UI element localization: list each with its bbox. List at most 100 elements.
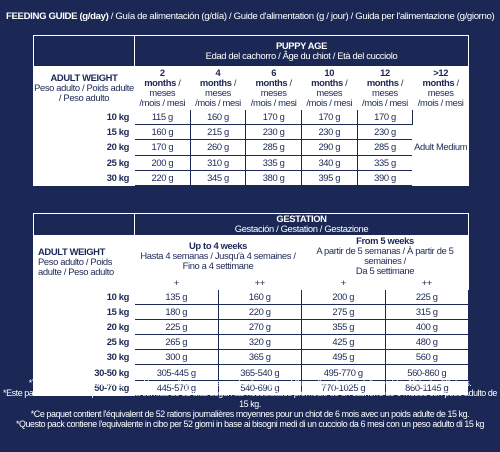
heading-subtitle: Gestación / Gestation / Gestazione xyxy=(234,223,369,234)
value-cell: 380 g xyxy=(245,169,302,186)
value-cell: 860-1145 g xyxy=(384,379,469,396)
weight-title: ADULT WEIGHT xyxy=(38,246,105,257)
corner xyxy=(33,35,135,67)
unit-line2: /mois / mesi xyxy=(195,97,241,108)
heading: PUPPY AGE Edad del cachorro / Âge du chio… xyxy=(134,35,469,67)
weight-label: 30 kg xyxy=(33,169,135,186)
value-cell: 285 g xyxy=(356,139,414,156)
level-header: + xyxy=(301,275,386,290)
value-cell: 270 g xyxy=(217,318,302,336)
age: 4 xyxy=(215,67,221,78)
weight-label: 15 kg xyxy=(33,303,135,320)
value-cell: 770-1025 g xyxy=(301,379,386,396)
value-cell: 170 g xyxy=(300,108,358,126)
footnote: *Este pack contiene el equivalente a la … xyxy=(3,388,497,409)
value-cell: 160 g xyxy=(217,288,302,305)
value-cell: 445-570 g xyxy=(134,379,219,396)
value-cell: 260 g xyxy=(189,139,247,156)
value-cell: 290 g xyxy=(300,139,358,156)
level-header: + xyxy=(134,275,219,290)
value-cell: 285 g xyxy=(245,139,302,156)
column-header: 4 months / meses/mois / mesi xyxy=(189,66,247,110)
unit-line2: /mois / mesi xyxy=(139,97,186,108)
data-row: 25 kg 265 g 320 g 425 g 480 g xyxy=(33,334,469,351)
weight-subtitle: Peso adulto / Poids adulte / Peso adulto xyxy=(34,82,134,103)
footnote: *This pack contains enough food to cover… xyxy=(28,378,472,388)
value-cell: 275 g xyxy=(301,303,386,320)
value-cell: 225 g xyxy=(384,288,469,305)
title-bold: FEEDING GUIDE (g/day) xyxy=(6,11,109,22)
value-cell: 180 g xyxy=(134,303,219,320)
unit-line2: /mois / mesi xyxy=(306,97,353,108)
data-row: 10 kg 135 g 160 g 200 g 225 g xyxy=(33,288,469,305)
column-header: 10 months / meses/mois / mesi xyxy=(300,66,358,110)
data-row: 20 kg 225 g 270 g 355 g 400 g xyxy=(33,318,469,336)
group-subtitle: Hasta 4 semanas / Jusqu'à 4 semaines / xyxy=(140,249,296,261)
unit-bold: months xyxy=(311,77,343,88)
group-title: Up to 4 weeks xyxy=(189,239,247,251)
group-title: From 5 weeks xyxy=(356,234,414,246)
weight-subtitle: Peso adulto / Poids adulte / Peso adulto xyxy=(38,256,114,277)
value-cell: 355 g xyxy=(301,318,386,336)
group-row: ADULT WEIGHT Peso adulto / Poids adulte /… xyxy=(33,234,469,290)
unit-line: months / meses xyxy=(135,78,190,98)
unit: / meses xyxy=(372,77,404,98)
data-row: 20 kg 170 g 260 g 285 g 290 g 285 g xyxy=(33,139,469,156)
unit: / meses xyxy=(316,77,348,98)
weight-title: ADULT WEIGHT xyxy=(50,72,118,83)
value-cell: 160 g xyxy=(134,124,191,141)
unit: / meses xyxy=(149,77,181,98)
value-cell: 345 g xyxy=(189,169,247,186)
weight-label: 20 kg xyxy=(33,318,135,336)
column-header: 12 months / meses/mois / mesi xyxy=(356,66,414,110)
heading-row: GESTATION Gestación / Gestation / Gestazi… xyxy=(33,212,469,236)
value-cell: 220 g xyxy=(217,303,302,320)
value-cell: 425 g xyxy=(301,334,386,351)
weight-label: 25 kg xyxy=(33,154,135,171)
footnote: *Questo pack contiene l'equivalente in c… xyxy=(15,419,485,430)
group-header: From 5 weeks A partir de 5 semanas / À pa… xyxy=(301,234,469,277)
value-cell: 170 g xyxy=(245,108,302,126)
unit-line: months / meses xyxy=(246,78,301,98)
column-header: >12 months / meses/mois / mesi xyxy=(412,66,469,110)
corner xyxy=(33,212,135,236)
title-translations: / Guía de alimentación (g/día) / Guide d… xyxy=(108,11,495,22)
value-cell: 305-445 g xyxy=(134,364,219,381)
puppy-table: PUPPY AGE Edad del cachorro / Âge du chio… xyxy=(33,35,469,186)
value-cell: 315 g xyxy=(384,303,469,320)
heading-row: PUPPY AGE Edad del cachorro / Âge du chio… xyxy=(33,35,469,67)
value-cell: 320 g xyxy=(217,334,302,351)
value-cell: 160 g xyxy=(189,108,247,126)
unit-line: months / meses xyxy=(358,78,413,98)
unit: / meses xyxy=(205,77,237,98)
unit-bold: months xyxy=(255,77,288,88)
heading-subtitle: Edad del cachorro / Âge du chiot / Età d… xyxy=(205,50,398,61)
age: 12 xyxy=(380,67,390,78)
page-title: FEEDING GUIDE (g/day) / Guía de alimenta… xyxy=(6,11,495,22)
heading-title: PUPPY AGE xyxy=(275,40,328,51)
value-cell: 230 g xyxy=(245,124,302,141)
heading-title: GESTATION xyxy=(276,213,327,224)
unit-bold: months xyxy=(422,77,455,88)
group-header: Up to 4 weeks Hasta 4 semanas / Jusqu'à 4… xyxy=(134,234,302,277)
unit-line2: /mois / mesi xyxy=(362,97,408,108)
weight-label: 10 kg xyxy=(33,288,135,305)
value-cell: 225 g xyxy=(134,318,219,336)
unit-line: months / meses xyxy=(302,78,357,98)
value-cell: 560 g xyxy=(384,349,469,366)
value-cell: 265 g xyxy=(134,334,219,351)
column-header: 2 months / meses/mois / mesi xyxy=(134,66,191,110)
age: 6 xyxy=(271,67,277,78)
value-cell: 340 g xyxy=(300,154,358,171)
group-subtitle: Da 5 settimane xyxy=(355,264,415,276)
value-cell: 310 g xyxy=(189,154,247,171)
value-cell: 170 g xyxy=(134,139,191,156)
column-header: 6 months / meses/mois / mesi xyxy=(245,66,302,110)
data-row: 10 kg 115 g 160 g 170 g 170 g 170 g Adult Medi… xyxy=(33,108,469,186)
data-row: 50-70 kg 445-570 g 540-690 g 770-1025 g 860-… xyxy=(33,379,469,396)
unit-line2: /mois / mesi xyxy=(250,97,297,108)
value-cell: 400 g xyxy=(384,318,469,336)
value-cell: 365-540 g xyxy=(217,364,302,381)
value-cell: 220 g xyxy=(134,169,191,186)
